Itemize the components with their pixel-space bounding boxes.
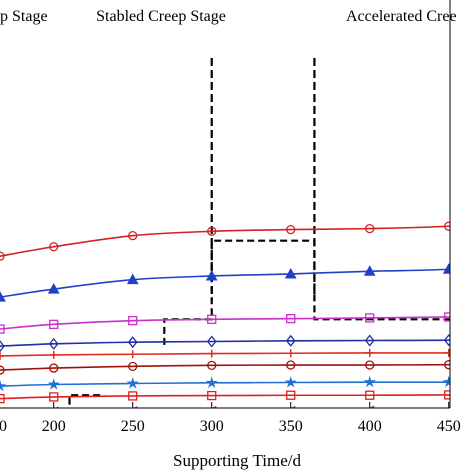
stage-label: Accelerated Cree: [346, 8, 457, 25]
data-point: [0, 251, 5, 261]
series-line: [0, 363, 450, 371]
stage-labels: p Stage Stabled Creep Stage Accelerated Cr…: [0, 8, 457, 25]
data-point: [206, 335, 217, 348]
data-point: [443, 334, 450, 347]
data-point: [365, 313, 375, 323]
data-point: [444, 348, 450, 357]
data-point: [444, 221, 450, 231]
series-8: [0, 390, 450, 404]
series-7: [0, 375, 450, 392]
data-point: [47, 283, 60, 294]
data-point: [285, 334, 296, 347]
stage-boundaries: [210, 58, 316, 300]
series-1: [0, 221, 450, 261]
data-point: [365, 223, 375, 234]
data-point: [126, 273, 139, 285]
data-point: [284, 376, 297, 388]
data-point: [442, 263, 450, 274]
data-point: [444, 390, 450, 400]
data-point: [207, 360, 217, 371]
data-point: [363, 265, 376, 276]
series-line: [0, 339, 450, 347]
plot-area: [0, 58, 474, 412]
step-line: [68, 394, 105, 408]
data-point: [364, 334, 375, 347]
data-point: [2, 407, 5, 408]
data-point: [442, 375, 450, 388]
data-point: [205, 376, 218, 389]
series-line: [0, 352, 450, 357]
x-axis-label: Supporting Time/d: [173, 451, 302, 470]
data-point: [54, 406, 59, 408]
data-point: [128, 391, 138, 401]
x-axis-ticks: 0200250300350400450500550600650: [0, 402, 461, 435]
data-point: [49, 350, 58, 359]
x-tick-label: 250: [121, 418, 145, 435]
x-tick-label: 450: [437, 418, 461, 435]
data-point: [207, 314, 217, 324]
series-line: [0, 316, 450, 330]
data-point: [444, 360, 450, 370]
data-point: [444, 312, 450, 322]
series-4: [0, 334, 450, 353]
data-point: [126, 377, 139, 389]
data-point: [286, 360, 296, 370]
data-point: [47, 378, 60, 390]
data-point: [0, 379, 7, 392]
data-point: [286, 313, 296, 324]
series-line: [0, 268, 450, 298]
data-point: [127, 336, 138, 349]
data-point: [49, 392, 59, 402]
x-tick-label-partial: 0: [0, 418, 7, 435]
series-2: [0, 263, 450, 302]
series-3: [0, 312, 450, 334]
data-point: [49, 363, 59, 373]
data-point: [286, 390, 296, 400]
series-group: [0, 221, 474, 412]
data-point: [49, 319, 59, 330]
series-line: [0, 394, 450, 400]
data-point: [363, 375, 376, 388]
x-tick-label: 300: [200, 418, 224, 435]
series-line: [0, 381, 450, 387]
series-line: [0, 225, 450, 257]
stage-label: p Stage: [0, 8, 48, 25]
data-point: [0, 351, 4, 360]
data-point: [365, 360, 375, 370]
data-point: [365, 390, 375, 400]
data-point: [205, 269, 218, 281]
x-tick-label: 200: [42, 418, 66, 435]
x-tick-label: 400: [358, 418, 382, 435]
series-line: [0, 410, 474, 412]
data-point: [207, 349, 216, 358]
data-point: [128, 316, 138, 326]
series-5: [0, 348, 450, 360]
data-point: [0, 340, 5, 353]
data-point: [286, 224, 296, 235]
data-point: [128, 361, 138, 372]
data-point: [286, 349, 295, 358]
data-point: [0, 291, 6, 302]
data-point: [207, 390, 217, 401]
data-point: [128, 231, 138, 241]
data-point: [207, 226, 217, 236]
data-point: [365, 348, 374, 357]
data-point: [0, 324, 5, 334]
data-point: [49, 242, 59, 252]
data-point: [128, 350, 137, 359]
data-point: [284, 267, 297, 279]
stage-label: Stabled Creep Stage: [96, 8, 226, 25]
data-point: [48, 337, 59, 350]
series-6: [0, 360, 450, 375]
data-point: [0, 365, 5, 375]
x-tick-label: 350: [279, 418, 303, 435]
data-point: [0, 393, 5, 404]
